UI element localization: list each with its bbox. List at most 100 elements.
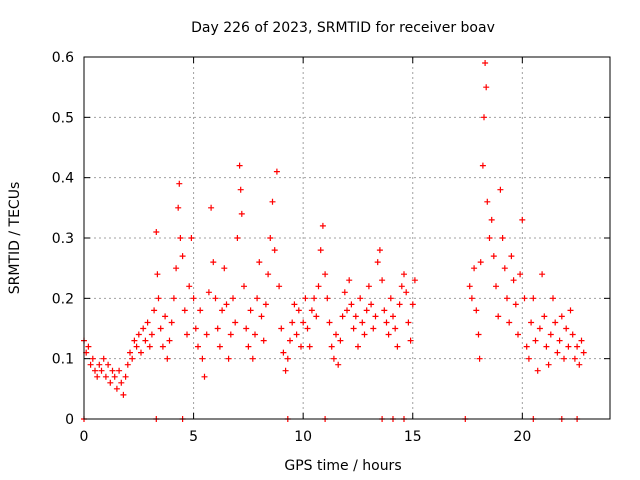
- x-tick-label: 20: [513, 429, 531, 445]
- data-point: [530, 295, 537, 302]
- data-point: [177, 235, 184, 241]
- data-point: [179, 253, 186, 260]
- data-point: [223, 301, 230, 308]
- data-point: [574, 343, 581, 350]
- data-point: [284, 355, 291, 362]
- data-point: [539, 271, 546, 278]
- data-point: [276, 283, 283, 290]
- data-point: [517, 271, 524, 278]
- data-point: [578, 337, 585, 344]
- data-point: [280, 349, 287, 356]
- data-point: [357, 295, 364, 302]
- data-point: [580, 349, 587, 356]
- data-point: [365, 283, 372, 290]
- data-point: [576, 361, 583, 368]
- data-point: [199, 355, 206, 362]
- data-point: [260, 337, 267, 344]
- data-point: [173, 265, 180, 272]
- data-point: [352, 313, 359, 320]
- data-point: [315, 283, 322, 290]
- data-point: [98, 367, 105, 374]
- data-point: [116, 367, 123, 374]
- data-point: [387, 295, 394, 302]
- data-point: [569, 331, 576, 338]
- data-point: [258, 313, 265, 320]
- data-point: [350, 325, 357, 332]
- data-point: [212, 295, 219, 302]
- data-point: [337, 337, 344, 344]
- data-point: [563, 325, 570, 332]
- data-point: [547, 331, 554, 338]
- data-point: [344, 307, 350, 314]
- data-point: [142, 337, 149, 344]
- data-point: [205, 289, 212, 296]
- data-point: [385, 331, 392, 338]
- data-point: [197, 307, 204, 314]
- data-point: [256, 259, 263, 266]
- data-point: [208, 204, 215, 211]
- data-point: [525, 355, 532, 362]
- data-point: [227, 331, 234, 338]
- data-point: [234, 235, 241, 241]
- data-point: [493, 283, 499, 290]
- data-point: [170, 295, 177, 302]
- data-point: [96, 361, 103, 368]
- data-point: [166, 337, 173, 344]
- data-point: [282, 367, 289, 374]
- data-point: [159, 343, 166, 350]
- data-point: [92, 367, 98, 374]
- data-point: [523, 343, 530, 350]
- data-point: [335, 361, 342, 368]
- data-point: [252, 331, 258, 338]
- data-point: [302, 295, 309, 302]
- x-tick-label: 0: [80, 429, 89, 445]
- data-point: [411, 277, 418, 284]
- data-point: [146, 343, 153, 350]
- y-tick-label: 0.5: [52, 110, 74, 126]
- data-point: [355, 343, 361, 350]
- data-point: [168, 319, 175, 326]
- data-point: [216, 343, 223, 350]
- data-point: [383, 319, 390, 326]
- data-point: [405, 319, 412, 326]
- data-point: [534, 367, 541, 374]
- x-tick-label: 15: [404, 429, 422, 445]
- data-point: [293, 331, 300, 338]
- data-point: [154, 271, 161, 278]
- data-point: [291, 301, 298, 308]
- data-point: [558, 313, 565, 320]
- data-point: [370, 325, 377, 332]
- data-point: [567, 307, 574, 314]
- data-point: [300, 319, 307, 326]
- data-point: [273, 168, 280, 175]
- data-point: [111, 373, 118, 380]
- data-point: [245, 343, 252, 350]
- data-point: [195, 343, 201, 350]
- data-point: [398, 283, 405, 290]
- y-tick-label: 0.2: [52, 291, 74, 307]
- data-point: [214, 325, 221, 332]
- x-tick-label: 5: [189, 429, 198, 445]
- data-point: [506, 319, 513, 326]
- data-point: [497, 186, 504, 193]
- data-point: [515, 331, 521, 338]
- data-point: [155, 295, 162, 302]
- data-point: [483, 84, 490, 91]
- data-point: [192, 325, 199, 332]
- y-tick-label: 0.1: [52, 352, 74, 368]
- data-point: [545, 361, 552, 368]
- data-point: [87, 361, 94, 368]
- data-point: [368, 301, 375, 308]
- data-point: [210, 259, 217, 266]
- data-point: [341, 289, 348, 296]
- data-point: [289, 319, 296, 326]
- data-point: [107, 379, 114, 386]
- data-point: [127, 349, 133, 356]
- data-point: [541, 313, 548, 320]
- data-point: [269, 198, 276, 205]
- data-point: [346, 277, 353, 284]
- data-point: [475, 331, 482, 338]
- data-point: [162, 313, 169, 320]
- data-point: [306, 343, 313, 350]
- y-tick-label: 0: [65, 412, 74, 428]
